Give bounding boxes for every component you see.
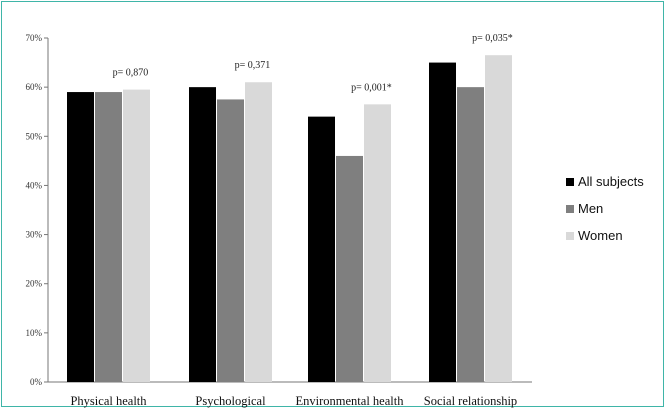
x-axis-labels: Physical health Psychological Environmenta…	[70, 394, 517, 408]
category-label: Social relationship	[424, 394, 517, 408]
bar	[336, 155, 363, 382]
legend-swatch	[566, 232, 574, 240]
y-tick-label: 40%	[26, 180, 43, 190]
bar	[189, 87, 216, 383]
category-label: Physical health	[70, 394, 147, 408]
bar	[308, 116, 335, 382]
legend-label: All subjects	[578, 174, 644, 189]
legend-swatch	[566, 205, 574, 213]
legend: All subjects Men Women	[566, 174, 644, 243]
p-value-label: p= 0,371	[235, 60, 271, 71]
bars	[67, 55, 512, 383]
p-value-label: p= 0,870	[113, 68, 149, 79]
bar	[364, 104, 391, 382]
bar	[67, 92, 94, 383]
y-axis-ticks: 0% 10% 20% 30% 40% 50% 60% 70%	[26, 33, 48, 387]
bar	[95, 92, 122, 383]
category-label: Psychological	[195, 394, 266, 408]
bar	[457, 87, 484, 383]
y-tick-label: 70%	[26, 33, 43, 43]
y-tick-label: 60%	[26, 82, 43, 92]
y-tick-label: 0%	[30, 377, 43, 387]
y-tick-label: 10%	[26, 328, 43, 338]
bar	[245, 82, 272, 382]
legend-swatch	[566, 178, 574, 186]
p-value-label: p= 0,001*	[351, 82, 392, 93]
bar	[429, 62, 456, 382]
legend-label: Men	[578, 201, 603, 216]
bar	[123, 89, 150, 382]
p-value-annotations: p= 0,870 p= 0,371 p= 0,001* p= 0,035*	[113, 33, 513, 93]
y-tick-label: 20%	[26, 279, 43, 289]
bar	[217, 99, 244, 382]
p-value-label: p= 0,035*	[472, 33, 513, 44]
y-tick-label: 30%	[26, 230, 43, 240]
y-tick-label: 50%	[26, 131, 43, 141]
legend-label: Women	[578, 228, 623, 243]
bar	[485, 55, 512, 382]
category-label: Environmental health	[296, 394, 405, 408]
